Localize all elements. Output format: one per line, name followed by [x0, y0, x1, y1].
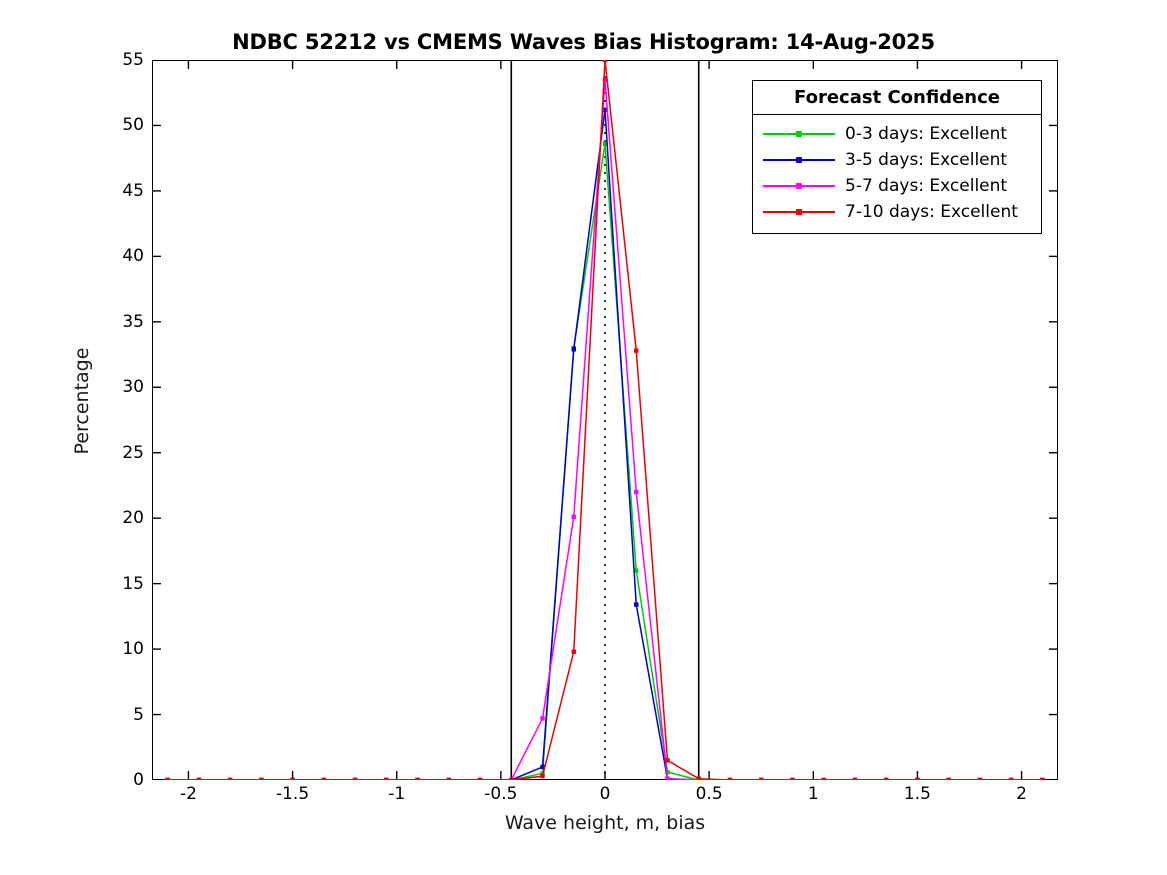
y-tick-label: 20 — [122, 508, 144, 529]
legend-item-label: 5-7 days: Excellent — [845, 176, 1008, 196]
legend-title: Forecast Confidence — [753, 81, 1041, 115]
series-marker — [352, 777, 358, 780]
series-marker — [634, 602, 639, 607]
y-tick-label: 0 — [133, 770, 144, 790]
legend-item[interactable]: 3-5 days: Excellent — [753, 147, 1041, 173]
x-tick-label: -0.5 — [484, 784, 518, 804]
series-marker — [665, 776, 670, 780]
series-marker — [634, 489, 639, 495]
series-marker — [540, 716, 545, 721]
series-marker — [790, 777, 795, 780]
y-tick-label: 50 — [122, 115, 144, 136]
x-axis-ticks: -2 -1.5 -1 -0.5 0 0.5 1 1.5 2 — [152, 784, 1058, 818]
series-marker — [227, 777, 233, 780]
y-axis-title: Percentage — [71, 347, 93, 455]
legend-item[interactable]: 5-7 days: Excellent — [753, 173, 1041, 199]
series-marker — [571, 347, 576, 352]
x-tick-label: 0.5 — [695, 784, 723, 804]
y-tick-label: 35 — [122, 311, 144, 332]
series-marker — [821, 777, 826, 780]
x-axis-title: Wave height, m, bias — [504, 812, 706, 834]
series-marker — [665, 758, 670, 763]
series-marker — [165, 777, 170, 780]
series-marker — [571, 649, 576, 654]
series-marker — [696, 776, 701, 780]
series-marker — [384, 777, 389, 780]
y-axis-ticks: 0 5 10 15 20 25 30 35 40 45 50 55 — [92, 50, 144, 790]
series-marker — [759, 777, 764, 780]
series-marker — [602, 107, 608, 112]
series-marker — [540, 764, 545, 770]
x-tick-label: -1 — [388, 784, 406, 804]
x-tick-label: 1.5 — [903, 784, 931, 804]
y-tick-label: 40 — [122, 246, 144, 267]
series-marker — [446, 777, 451, 780]
x-tick-label: -1.5 — [275, 784, 310, 804]
series-marker — [290, 777, 295, 780]
series-marker — [602, 60, 608, 63]
legend-items: 0-3 days: Excellent 3-5 days: Excellent 5-… — [753, 115, 1041, 233]
plot-area — [152, 60, 1058, 780]
series-marker — [602, 77, 608, 82]
y-tick-label: 45 — [122, 180, 144, 201]
y-tick-label: 30 — [122, 377, 144, 398]
y-tick-label: 55 — [122, 50, 144, 70]
series-marker — [915, 777, 920, 780]
series-marker — [540, 773, 545, 779]
series-marker — [1040, 777, 1045, 780]
legend-line-swatch-icon — [763, 179, 835, 193]
series-marker — [727, 777, 733, 780]
legend-line-swatch-icon — [763, 127, 835, 141]
series-marker — [571, 514, 576, 520]
x-tick-label: 0 — [599, 784, 611, 804]
legend-item-label: 3-5 days: Excellent — [845, 150, 1008, 170]
series-marker — [477, 777, 483, 780]
series-marker — [415, 777, 420, 780]
x-tick-label: -2 — [179, 784, 197, 804]
series-marker — [1008, 777, 1014, 780]
x-tick-label: 2 — [1016, 784, 1027, 804]
legend-item[interactable]: 0-3 days: Excellent — [753, 121, 1041, 147]
series-marker — [602, 141, 608, 146]
y-tick-label: 15 — [122, 573, 144, 594]
series-marker — [634, 348, 639, 353]
series-marker — [259, 777, 264, 780]
legend-item-label: 7-10 days: Excellent — [845, 202, 1018, 222]
series-marker — [883, 777, 889, 780]
page-title: NDBC 52212 vs CMEMS Waves Bias Histogram… — [232, 30, 935, 54]
series-marker — [852, 777, 858, 780]
series-marker — [196, 777, 202, 780]
legend-line-swatch-icon — [763, 205, 835, 219]
series-marker — [977, 777, 983, 780]
y-tick-label: 25 — [122, 442, 144, 463]
legend-line-swatch-icon — [763, 153, 835, 167]
legend[interactable]: Forecast Confidence 0-3 days: Excellent 3… — [752, 80, 1042, 234]
y-tick-label: 10 — [122, 639, 144, 660]
series-marker — [946, 777, 951, 780]
legend-item-label: 0-3 days: Excellent — [845, 124, 1008, 144]
x-tick-label: 1 — [807, 784, 819, 804]
series-marker — [509, 777, 514, 780]
legend-item[interactable]: 7-10 days: Excellent — [753, 199, 1041, 225]
series-marker — [634, 568, 639, 573]
series-marker — [321, 777, 327, 780]
y-tick-label: 5 — [133, 704, 144, 725]
